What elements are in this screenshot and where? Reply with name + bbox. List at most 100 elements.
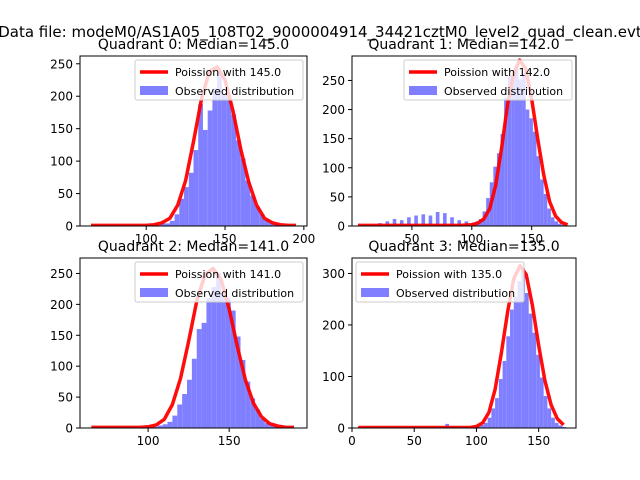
quadrant-3-chart: Quadrant 3: Median=135.0 0 50 100 150 0 100 200… [322,239,577,448]
histogram-bar [221,94,227,226]
histogram-bar [211,287,217,428]
histogram-bar [264,219,270,226]
histogram-bar [157,425,163,428]
histogram-bar [182,394,188,428]
histogram-bar [172,415,178,428]
histogram-bar [250,398,256,428]
x-tick-label: 100 [465,434,488,448]
chart-legend: Poission with 141.0 Observed distribution [134,261,304,303]
histogram-bar [529,118,533,226]
y-tick-label: 100 [50,360,73,374]
x-tick-label: 100 [137,434,160,448]
y-tick-label: 300 [322,267,345,281]
histogram-bar [562,426,567,428]
legend-poisson-label: Poission with 142.0 [444,66,550,79]
histogram-bar [245,180,251,226]
histogram-bar [496,153,501,226]
plot-area [358,58,569,226]
histogram-bar [207,110,213,226]
histogram-bar [225,298,231,428]
histogram-bar [174,214,180,226]
histogram-bar [169,220,175,226]
histogram-bar [206,298,212,428]
histogram-bar [536,354,540,428]
legend-poisson-label: Poission with 135.0 [396,268,502,281]
histogram-bar [254,206,260,226]
y-tick-label: 50 [330,190,345,204]
histogram-bar [518,79,523,226]
histogram-bar [522,73,526,226]
legend-histogram-swatch [140,288,168,297]
histogram-bar [443,213,447,226]
histogram-bar [521,268,525,428]
histogram-bar [502,361,507,428]
histogram-bar [514,68,519,226]
histogram-bar [177,404,183,428]
histogram-bar [414,215,418,226]
histogram-bar [392,219,397,226]
x-tick-label: 150 [218,434,241,448]
histogram-bar [525,109,530,226]
x-tick-label: 0 [348,434,356,448]
histogram-bar [226,94,232,226]
histogram-bar [457,220,462,226]
y-tick-label: 50 [58,391,73,405]
x-tick-label: 50 [407,434,422,448]
y-tick-label: 200 [50,90,73,104]
histogram-bar [543,396,548,428]
legend-histogram-label: Observed distribution [175,85,294,98]
histogram-bar [506,336,511,428]
histogram-bar [201,322,207,428]
histogram-bar [212,88,218,226]
histogram-bar [407,217,411,226]
histogram-bar [507,75,512,226]
histogram-bar [561,224,566,226]
axes-frame [351,55,577,227]
quadrant-1-chart: Quadrant 1: Median=142.0 50 100 150 0 50 100 15… [322,37,577,246]
histogram-bar [483,422,488,428]
histogram-bar [167,421,173,428]
legend-histogram-label: Observed distribution [444,85,563,98]
y-tick-label: 250 [50,57,73,71]
chart-title: Quadrant 3: Median=135.0 [368,239,559,255]
histogram-bar [491,408,496,428]
histogram-bar [216,273,222,428]
histogram-bar [504,97,508,226]
histogram-bar [240,158,246,226]
y-tick-label: 150 [50,329,73,343]
histogram-bar [231,114,237,226]
chart-title: Quadrant 1: Median=142.0 [368,37,559,53]
histogram-bar [196,329,202,428]
histogram-bar [554,221,559,226]
legend-histogram-swatch [409,86,437,95]
x-tick-label: 150 [214,232,237,246]
x-tick-label: 150 [520,232,543,246]
legend-box [355,261,525,303]
chart-legend: Poission with 142.0 Observed distribution [403,59,573,101]
histogram-bar [217,70,222,226]
histogram-bar [255,409,260,428]
y-tick-label: 0 [65,220,73,234]
chart-title: Quadrant 2: Median=141.0 [98,239,289,255]
histogram-bar [152,426,158,428]
plot-area [358,263,567,428]
y-tick-label: 150 [50,122,73,136]
histogram-bar [540,179,544,226]
x-tick-label: 100 [135,232,158,246]
x-tick-label: 50 [404,232,419,246]
quadrant-2-chart: Quadrant 2: Median=141.0 100 150 0 50 100 150 2… [50,239,308,448]
histogram-bar [524,293,529,428]
histogram-bar [493,166,497,226]
y-tick-label: 0 [65,422,73,436]
x-tick-label: 150 [527,434,550,448]
histogram-bar [259,418,265,428]
legend-histogram-swatch [361,288,389,297]
histogram-bar [198,104,203,226]
histogram-bar [193,150,199,226]
legend-histogram-label: Observed distribution [396,287,515,300]
histogram-bar [236,140,241,226]
y-tick-label: 50 [58,187,73,201]
histogram-bar [160,223,166,226]
legend-histogram-label: Observed distribution [175,287,294,300]
